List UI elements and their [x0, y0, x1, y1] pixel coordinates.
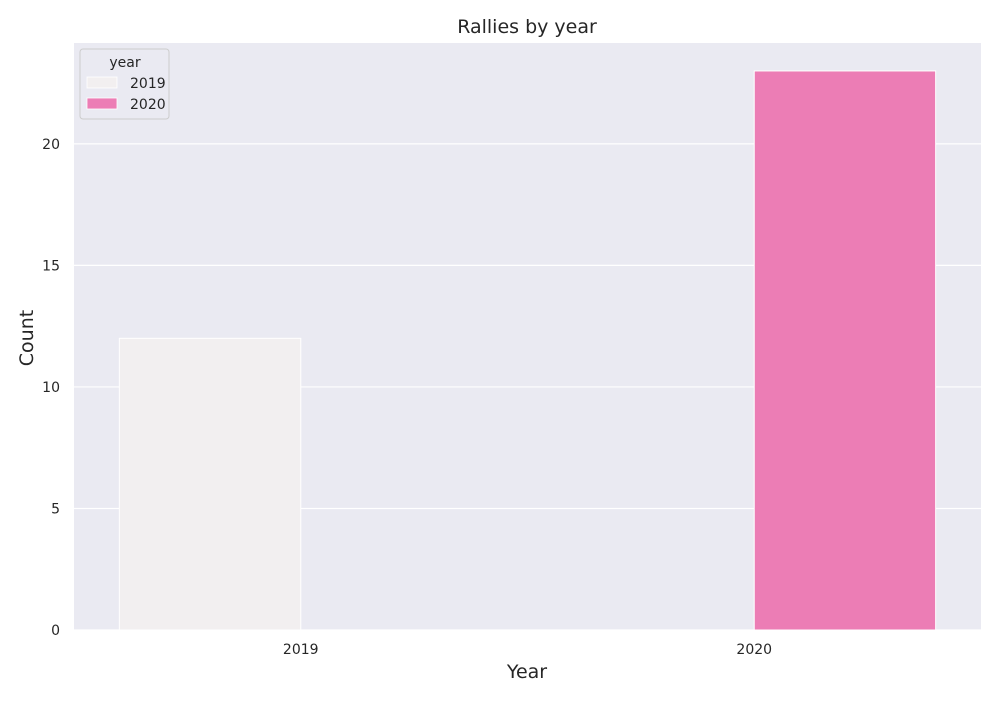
legend-title: year [109, 55, 140, 71]
x-tick-label: 2019 [283, 642, 319, 658]
bars [118, 70, 937, 631]
y-tick-label: 15 [42, 258, 60, 274]
chart-title: Rallies by year [457, 16, 597, 38]
legend-label-2020: 2020 [130, 97, 166, 113]
y-axis-label: Count [16, 310, 38, 366]
x-axis-label: Year [506, 661, 547, 683]
y-tick-label: 5 [51, 501, 60, 517]
y-tick-label: 0 [51, 623, 60, 639]
y-tick-label: 20 [42, 137, 60, 153]
bar-2019 [118, 337, 302, 631]
legend-swatch-2019 [86, 76, 118, 89]
bar-2020 [753, 70, 937, 631]
y-tick-label: 10 [42, 380, 60, 396]
legend-label-2019: 2019 [130, 76, 166, 92]
legend: year 2019 2020 [79, 48, 170, 120]
x-axis-ticks: 2019 2020 [283, 642, 772, 658]
x-tick-label: 2020 [736, 642, 772, 658]
legend-swatch-2020 [86, 97, 118, 110]
y-axis-ticks: 0 5 10 15 20 [42, 137, 60, 639]
legend-entries: 2019 2020 [86, 76, 166, 113]
